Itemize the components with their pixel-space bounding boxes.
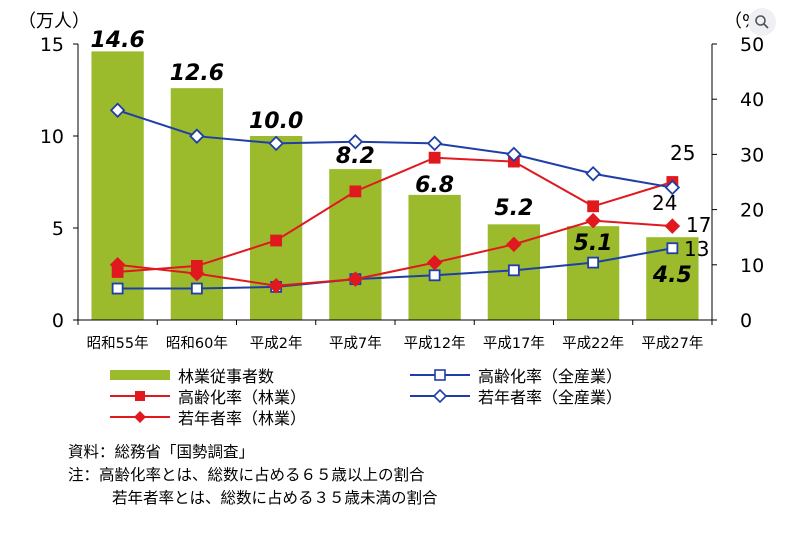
series-point [664, 218, 681, 234]
bar-data-label: 12.6 [170, 61, 224, 86]
series-point [587, 200, 600, 213]
legend-label: 高齢化率（林業） [178, 388, 307, 407]
series-point [190, 282, 203, 295]
legend-item-series-1: 高齢化率（林業） [110, 386, 307, 407]
series-end-label: 17 [686, 213, 711, 237]
series-point [507, 264, 520, 277]
x-tick-label: 平成17年 [483, 335, 545, 352]
series-point [189, 128, 205, 144]
y-left-tick-label: 15 [40, 34, 64, 56]
y-left-tick-label: 0 [52, 310, 64, 332]
legend-item-series-0: 高齢化率（全産業） [410, 365, 623, 386]
series-point [426, 254, 443, 271]
chart-legend: 林業従事者数 高齢化率（林業） 若年者率（林業） 高齢化率（全産業） 若年者率（… [110, 365, 670, 435]
legend-item-series-3: 若年者率（林業） [110, 407, 307, 428]
series-point [109, 257, 126, 273]
zoom-icon[interactable] [748, 8, 776, 36]
series-point [268, 278, 284, 294]
y-right-tick-label: 20 [740, 200, 764, 222]
y-left-unit: （万人） [18, 11, 90, 32]
series-point [268, 135, 284, 152]
y-left-tick-label: 10 [40, 126, 64, 148]
series-point [347, 133, 364, 150]
x-tick-label: 昭和55年 [87, 335, 149, 352]
series-point [111, 282, 124, 295]
x-tick-label: 平成12年 [404, 335, 466, 352]
bar-data-label: 5.2 [494, 196, 533, 221]
x-tick-label: 平成22年 [562, 335, 624, 352]
x-tick-label: 昭和60年 [166, 335, 228, 352]
series-point [506, 236, 522, 253]
legend-item-bars: 林業従事者数 [110, 365, 275, 386]
y-right-tick-label: 0 [740, 310, 752, 332]
legend-label: 高齢化率（全産業） [478, 367, 623, 386]
chart-canvas: 0 5 10 15 0 10 20 30 40 50 昭和55年 昭和60年 平成2年 平成7年 平成12年… [18, 11, 777, 352]
legend-item-series-2: 若年者率（全産業） [410, 386, 623, 407]
series-point [666, 242, 679, 255]
y-right-tick-label: 50 [740, 34, 764, 56]
definition-note-2: 若年者率とは、総数に占める３５歳未満の割合 [112, 489, 438, 507]
bar-data-label: 10.0 [249, 109, 303, 134]
series-line [117, 156, 673, 273]
source-note: 資料：総務省「国勢調査」 [68, 443, 255, 461]
series-point [109, 102, 126, 119]
series-point [270, 234, 283, 247]
series-line [117, 219, 673, 287]
bar-data-label: 8.2 [336, 144, 375, 169]
legend-label: 林業従事者数 [178, 367, 275, 386]
series-point [506, 146, 522, 163]
bar [566, 226, 620, 320]
chart-notes: 資料：総務省「国勢調査」 注：高齢化率とは、総数に占める６５歳以上の割合 若年者… [68, 441, 438, 510]
series-end-label: 13 [684, 237, 709, 261]
legend-label: 若年者率（林業） [178, 409, 307, 428]
x-tick-label: 平成2年 [250, 335, 303, 352]
x-tick-label: 平成27年 [641, 335, 703, 352]
bar-data-label: 4.5 [652, 263, 692, 288]
series-point [428, 151, 441, 164]
series-point [426, 135, 443, 152]
y-left-tick-label: 5 [52, 218, 64, 240]
y-right-tick-label: 30 [740, 144, 764, 166]
legend-label: 若年者率（全産業） [478, 388, 623, 407]
series-point [349, 185, 362, 198]
series-line [117, 109, 673, 189]
bar-data-label: 5.1 [574, 231, 613, 256]
series-point [189, 265, 205, 282]
series-point [428, 269, 441, 282]
series-line [117, 247, 673, 290]
series-end-label: 25 [670, 141, 695, 165]
series-point [585, 165, 601, 182]
y-right-tick-label: 10 [740, 255, 764, 277]
y-right-tick-label: 40 [740, 89, 764, 111]
bar-data-label: 14.6 [90, 28, 144, 53]
series-point [347, 271, 364, 287]
series-point [585, 212, 601, 229]
series-point [587, 256, 600, 269]
x-tick-label: 平成7年 [329, 335, 382, 352]
definition-note-1: 注：高齢化率とは、総数に占める６５歳以上の割合 [68, 466, 425, 484]
series-end-label: 24 [652, 191, 677, 215]
bar-data-label: 6.8 [415, 173, 454, 198]
series-point [664, 179, 681, 196]
bar [91, 51, 144, 321]
